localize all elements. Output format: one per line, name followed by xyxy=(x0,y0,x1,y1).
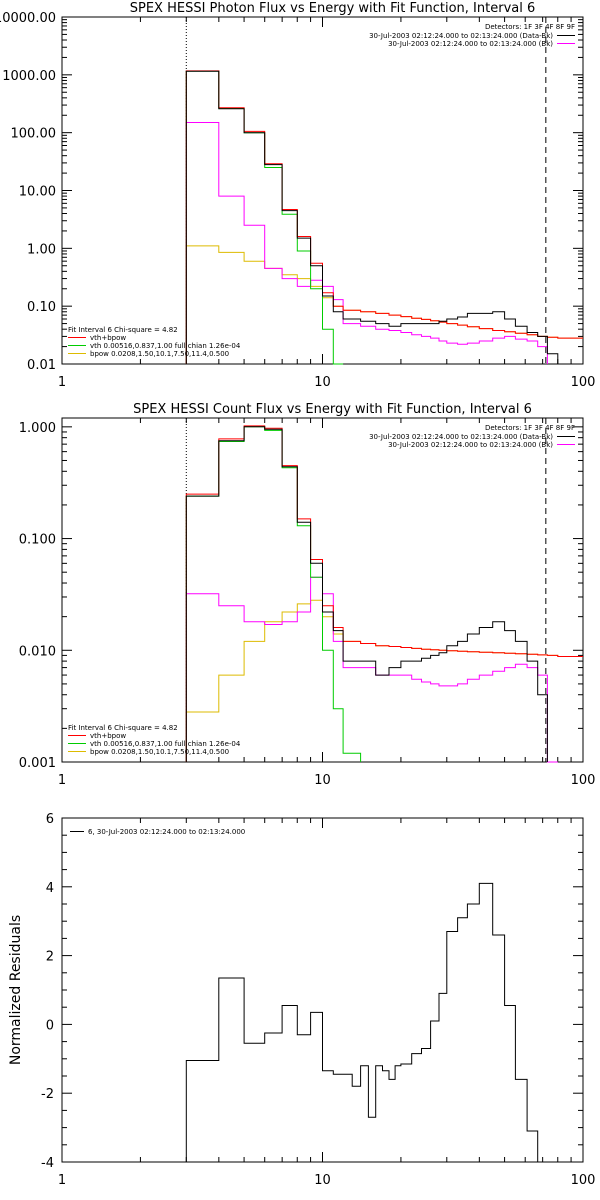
y-tick-label: 0.001 xyxy=(19,756,56,771)
series-data xyxy=(185,426,548,762)
legend-fit-entry: vth+bpow xyxy=(90,732,126,740)
series-background xyxy=(185,576,558,763)
x-tick-label: 10 xyxy=(314,1173,331,1188)
y-tick-label: 1000.00 xyxy=(2,69,56,84)
x-tick-label: 1 xyxy=(58,1173,66,1188)
legend-fit-entry: vth 0.00516,0.837,1.00 full chian 1.26e-… xyxy=(90,342,241,350)
y-tick-label: -4 xyxy=(41,1156,54,1171)
legend-fit-entry: bpow 0.0208,1.50,10.1,7.50,11.4,0.500 xyxy=(90,748,229,756)
legend-fit-header: Fit Interval 6 Chi-square = 4.82 xyxy=(68,326,178,334)
series-data xyxy=(185,70,559,364)
series-fit-total xyxy=(185,425,583,762)
legend-entry-text: 30-Jul-2003 02:12:24.000 to 02:13:24.000… xyxy=(369,32,553,40)
legend-entry-text: 30-Jul-2003 02:12:24.000 to 02:13:24.000… xyxy=(388,40,553,48)
y-tick-label: 1.000 xyxy=(19,421,56,436)
y-tick-label: 10.00 xyxy=(19,185,56,200)
y-tick-label: 6 xyxy=(46,812,54,827)
y-tick-label: 0 xyxy=(46,1018,54,1033)
y-axis-label: Normalized Residuals xyxy=(8,915,24,1065)
series-bpow xyxy=(185,245,583,364)
y-tick-label: 2 xyxy=(46,950,54,965)
legend-fit-entry: bpow 0.0208,1.50,10.1,7.50,11.4,0.500 xyxy=(90,350,229,358)
y-tick-label: 0.01 xyxy=(27,358,56,373)
series-vth xyxy=(185,70,344,365)
y-tick-label: -2 xyxy=(41,1087,54,1102)
panel-3 xyxy=(61,817,584,1163)
legend-entry-text: 30-Jul-2003 02:12:24.000 to 02:13:24.000… xyxy=(369,433,553,441)
legend-fit-header: Fit Interval 6 Chi-square = 4.82 xyxy=(68,724,178,732)
legend-entry-text: 30-Jul-2003 02:12:24.000 to 02:13:24.000… xyxy=(388,441,553,449)
series-fit-total xyxy=(185,70,583,364)
x-tick-label: 1 xyxy=(58,773,66,788)
y-tick-label: 0.010 xyxy=(19,644,56,659)
panel-1 xyxy=(61,16,584,365)
series-bpow xyxy=(185,599,583,762)
y-tick-label: 0.100 xyxy=(19,533,56,548)
chart-title: SPEX HESSI Count Flux vs Energy with Fit… xyxy=(133,402,532,417)
x-tick-label: 100 xyxy=(571,375,596,390)
chart-title: SPEX HESSI Photon Flux vs Energy with Fi… xyxy=(130,1,536,16)
y-tick-label: 4 xyxy=(46,881,54,896)
legend-detectors: Detectors: 1F 3F 4F 8F 9F xyxy=(485,23,575,31)
legend-fit-entry: vth 0.00516,0.837,1.00 full chian 1.26e-… xyxy=(90,740,241,748)
x-tick-label: 10 xyxy=(314,773,331,788)
series-background xyxy=(185,122,548,364)
y-tick-label: 0.10 xyxy=(27,300,56,315)
series-data xyxy=(185,882,548,1163)
y-tick-label: 1.00 xyxy=(27,242,56,257)
legend-detectors: Detectors: 1F 3F 4F 8F 9F xyxy=(485,424,575,432)
x-tick-label: 100 xyxy=(571,773,596,788)
y-tick-label: 10000.00 xyxy=(0,11,56,26)
x-tick-label: 10 xyxy=(314,375,331,390)
legend-fit-entry: vth+bpow xyxy=(90,334,126,342)
legend-residual-entry: 6, 30-Jul-2003 02:12:24.000 to 02:13:24.… xyxy=(88,828,245,836)
x-tick-label: 100 xyxy=(571,1173,596,1188)
y-tick-label: 100.00 xyxy=(11,127,57,142)
panel-2 xyxy=(61,417,584,763)
x-tick-label: 1 xyxy=(58,375,66,390)
